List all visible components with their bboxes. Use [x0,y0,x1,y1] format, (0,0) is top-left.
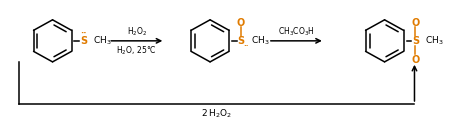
Text: O: O [237,18,245,28]
Text: H$_2$O$_2$: H$_2$O$_2$ [127,25,147,38]
Text: CH$_3$CO$_3$H: CH$_3$CO$_3$H [278,25,315,38]
Text: ··: ·· [80,30,87,39]
Text: O: O [411,55,419,65]
Text: S: S [80,36,87,46]
Text: H$_2$O, 25°C: H$_2$O, 25°C [117,44,157,57]
Text: O: O [411,18,419,28]
Text: CH$_3$: CH$_3$ [93,35,112,47]
Text: S: S [412,36,419,46]
Text: 2 H$_2$O$_2$: 2 H$_2$O$_2$ [201,107,232,120]
Text: CH$_3$: CH$_3$ [426,35,444,47]
Text: ··: ·· [243,43,249,49]
Text: CH$_3$: CH$_3$ [251,35,270,47]
Text: S: S [237,36,245,46]
